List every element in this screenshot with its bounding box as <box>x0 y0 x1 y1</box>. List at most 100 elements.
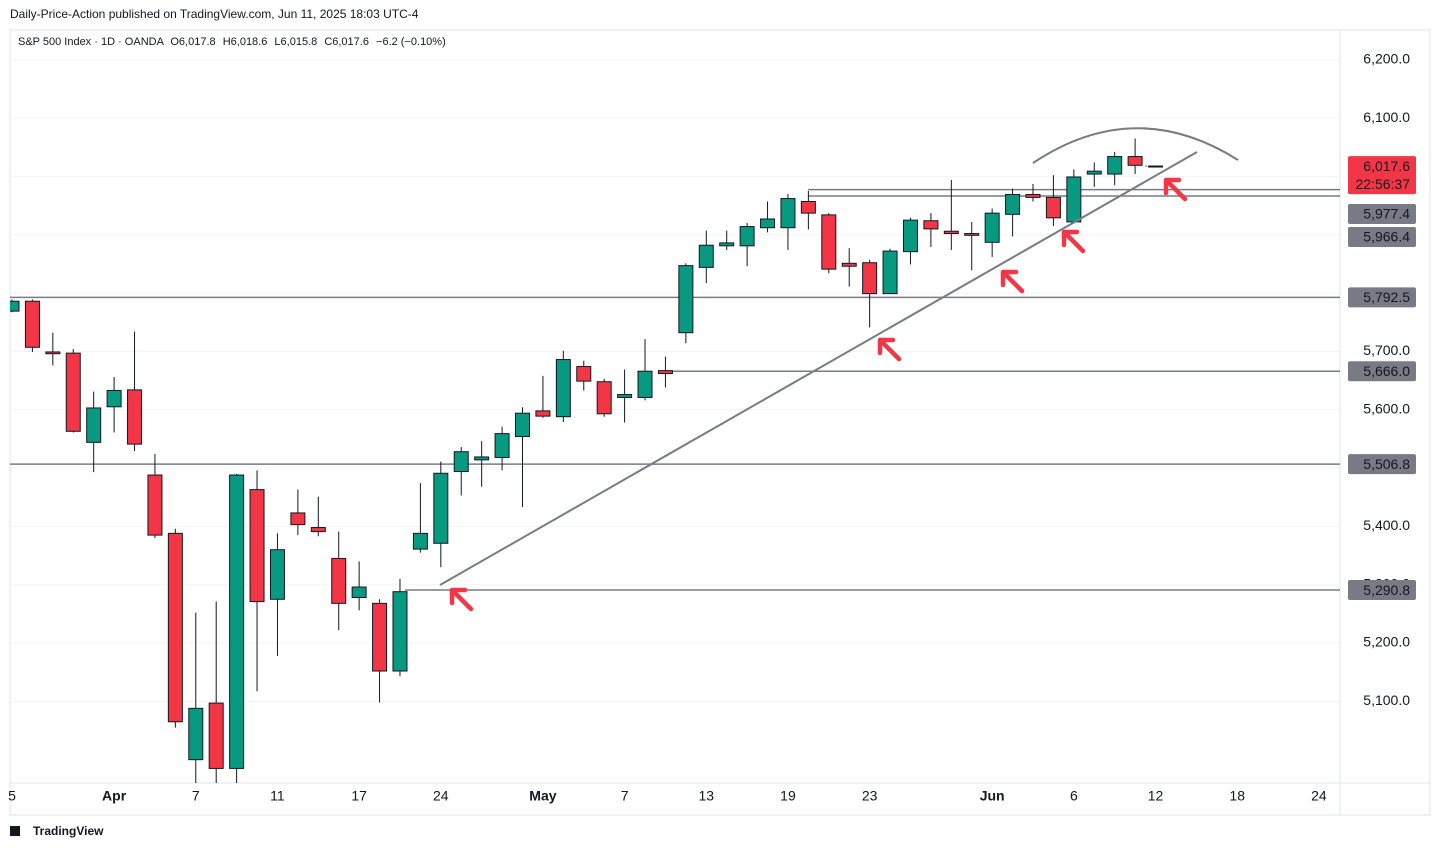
candle-body <box>943 230 959 235</box>
candle-body <box>902 219 918 253</box>
candle-body <box>760 218 776 229</box>
candle-body <box>617 394 633 398</box>
candle-body <box>269 549 285 600</box>
candle-body <box>862 262 878 295</box>
candle-body <box>1127 156 1143 166</box>
y-tick-label: 5,700.0 <box>1363 342 1410 358</box>
level-label-box <box>1348 287 1416 308</box>
arrow <box>449 587 474 612</box>
y-tick-label: 6,200.0 <box>1363 50 1410 66</box>
y-tick-label: 6,100.0 <box>1363 109 1410 125</box>
candle-body <box>310 527 326 533</box>
candle-body <box>453 451 469 473</box>
candle-body <box>24 300 40 348</box>
candle-body <box>1086 170 1102 175</box>
trend-line <box>439 151 1198 586</box>
last-price-box <box>1348 156 1416 195</box>
candle-body <box>1045 196 1061 219</box>
x-tick-label: 6 <box>1070 788 1078 804</box>
x-tick-label: 13 <box>698 788 714 804</box>
candle-body <box>1066 176 1082 223</box>
candle-body <box>780 198 796 229</box>
candle-body <box>923 220 939 230</box>
legend-change: −6.2 (−0.10%) <box>376 36 446 48</box>
candle-body <box>372 602 388 672</box>
level-label-box <box>1348 227 1416 247</box>
candle-body <box>576 366 592 382</box>
candle-body <box>1005 193 1021 215</box>
last-price-label: 6,017.6 <box>1363 158 1410 174</box>
brand-logo <box>10 826 20 836</box>
arrow <box>1163 177 1188 202</box>
countdown-label: 22:56:37 <box>1356 176 1411 192</box>
candle-body <box>800 200 816 214</box>
candle-body <box>821 214 837 270</box>
x-tick-label: 7 <box>192 788 200 804</box>
x-tick-label: 18 <box>1229 788 1245 804</box>
candle-body <box>719 242 735 247</box>
publisher-line: Daily-Price-Action published on TradingV… <box>10 7 419 21</box>
level-label: 5,792.5 <box>1363 289 1410 305</box>
x-tick-label: 12 <box>1148 788 1164 804</box>
x-tick-label: May <box>529 788 556 804</box>
x-tick-label: Jun <box>980 788 1005 804</box>
chart-frame <box>9 29 1431 816</box>
candle-body <box>739 226 755 247</box>
candle-body <box>494 433 510 459</box>
level-label: 5,290.8 <box>1363 582 1410 598</box>
candle-body <box>167 532 183 723</box>
y-tick-label: 5,100.0 <box>1363 692 1410 708</box>
arrow <box>877 337 902 362</box>
brand: TradingView <box>10 824 104 838</box>
level-layer <box>10 165 1340 591</box>
drawings <box>439 127 1239 612</box>
y-tick-label: 5,200.0 <box>1363 634 1410 650</box>
candle-body <box>841 262 857 267</box>
candle-body <box>229 474 245 769</box>
arrows <box>449 177 1188 612</box>
candle-body <box>351 586 367 599</box>
grid-layer <box>10 59 1340 702</box>
candle-body <box>106 389 122 408</box>
candle-body <box>10 300 20 312</box>
level-label: 5,966.4 <box>1363 229 1410 245</box>
candle-body <box>596 381 612 415</box>
candle-body <box>412 532 428 550</box>
x-tick-label: 17 <box>351 788 367 804</box>
candle-body <box>678 265 694 334</box>
candle-body <box>657 370 673 375</box>
candle-body <box>433 472 449 544</box>
x-tick-label: 24 <box>1311 788 1327 804</box>
arc-drawing <box>1032 127 1239 164</box>
x-tick-label: Apr <box>102 788 127 804</box>
axis-layer: 5,100.05,200.05,300.05,400.05,500.05,600… <box>8 50 1416 804</box>
candle-body <box>290 512 306 526</box>
candle-body <box>65 352 81 432</box>
candle-body <box>1148 165 1164 168</box>
candle-body <box>882 250 898 295</box>
y-tick-label: 5,600.0 <box>1363 400 1410 416</box>
candle-body <box>127 389 143 445</box>
candle-body <box>1107 156 1123 175</box>
level-label-box <box>1348 361 1416 382</box>
candle-body <box>555 359 571 418</box>
x-tick-label: 23 <box>862 788 878 804</box>
legend-high: H6,018.6 <box>223 36 268 48</box>
candle-body <box>45 351 61 355</box>
candle-body <box>392 591 408 672</box>
level-label: 5,506.8 <box>1363 456 1410 472</box>
brand-name: TradingView <box>33 824 104 838</box>
candle-body <box>698 244 714 268</box>
level-label: 5,666.0 <box>1363 363 1410 379</box>
candle-body <box>188 707 204 761</box>
candle-body <box>515 412 530 438</box>
candle-body <box>984 212 1000 243</box>
level-label-box <box>1348 204 1416 224</box>
level-label: 5,977.4 <box>1363 206 1410 222</box>
candle-body <box>964 233 980 236</box>
arrow <box>1061 229 1086 254</box>
candle-body <box>474 456 490 461</box>
candle-body <box>535 410 551 417</box>
candle-body <box>208 702 224 769</box>
